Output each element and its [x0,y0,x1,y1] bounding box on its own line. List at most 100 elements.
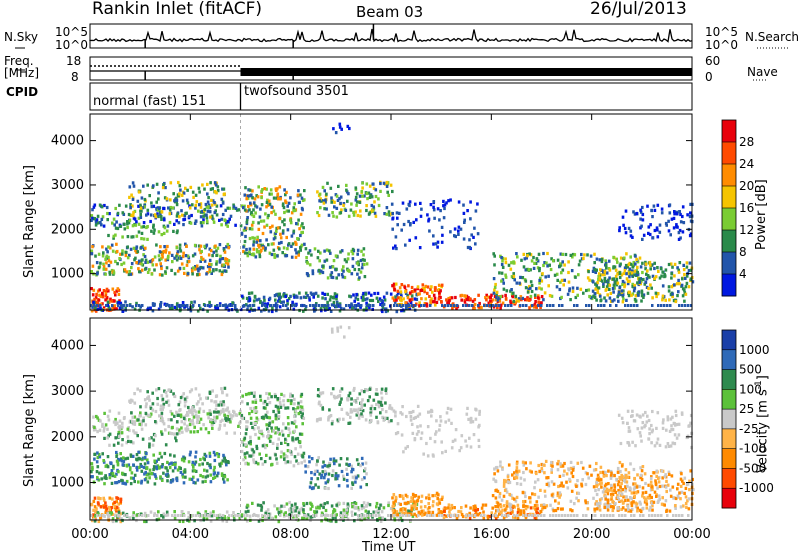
power-cell [246,221,249,224]
velocity-cell [278,411,281,414]
power-cell [249,202,252,205]
velocity-cell [296,406,299,409]
power-cell [207,205,210,208]
power-ground-cell [447,304,450,307]
velocity-cell [346,484,349,487]
power-ground-cell [135,304,138,307]
power-cell [187,272,190,275]
power-cell [273,237,276,240]
velocity-cell [449,507,452,510]
power-cell [115,220,118,223]
power-ground-cell [492,304,495,307]
power-cell [406,207,409,210]
power-cell [650,287,653,290]
power-cell [248,292,251,295]
velocity-cell [119,420,122,423]
power-ground-cell [168,304,171,307]
power-cell [271,225,274,228]
velocity-cell [176,432,179,435]
velocity-cell [334,477,337,480]
power-cell [264,308,267,311]
power-cell [103,289,106,292]
velocity-cell [536,500,539,503]
velocity-cell [310,508,313,511]
velocity-cell [287,406,290,409]
velocity-cell [119,452,122,455]
power-cell [588,295,591,298]
velocity-cell [680,505,683,508]
velocity-cell [293,464,296,467]
velocity-cell [220,387,223,390]
power-cell [294,248,297,251]
velocity-cell [620,482,623,485]
power-cell [244,186,247,189]
velocity-cell [578,492,581,495]
velocity-cell [154,420,157,423]
power-cell [202,266,205,269]
velocity-cell [342,418,345,421]
velocity-cell [177,414,180,417]
power-ground-cell [423,304,426,307]
power-cell [379,190,382,193]
power-cell [357,249,360,252]
power-cell [683,273,686,276]
velocity-cell [195,410,198,413]
power-cell [582,257,585,260]
power-cell [477,232,480,235]
power-cell [414,203,417,206]
velocity-cell [118,435,121,438]
velocity-cell [359,464,362,467]
power-cell [347,257,350,260]
velocity-cell [213,416,216,419]
velocity-cell [176,427,179,430]
power-cell [561,260,564,263]
velocity-cell [621,464,624,467]
velocity-cell [235,414,238,417]
power-cell [439,289,442,292]
velocity-cell [191,478,194,481]
velocity-cell [365,483,368,486]
velocity-cell [520,509,523,512]
power-cell [386,213,389,216]
velocity-cell [206,475,209,478]
velocity-cell [503,495,506,498]
power-cell [273,197,276,200]
velocity-cell [117,463,120,466]
power-cell [133,185,136,188]
velocity-cell [145,412,148,415]
velocity-cell [184,404,187,407]
velocity-cell [211,389,214,392]
velocity-cell [98,497,101,500]
velocity-cell [405,494,408,497]
velocity-cell [103,412,106,415]
velocity-cell [330,414,333,417]
power-cell [513,262,516,265]
velocity-cell [560,508,563,511]
power-cell [291,256,294,259]
power-cell [608,276,611,279]
power-cell [432,243,435,246]
power-cell [378,204,381,207]
power-cell [395,235,398,238]
power-cell [337,273,340,276]
power-cell [669,203,672,206]
velocity-cell [183,422,186,425]
velocity-cell [321,465,324,468]
velocity-cell [266,403,269,406]
power-cell [195,220,198,223]
velocity-cell [222,454,225,457]
power-cell [96,261,99,264]
power-cell [569,298,572,301]
velocity-cell [361,457,364,460]
power-cell [628,291,631,294]
power-cell [260,196,263,199]
velocity-cell [627,476,630,479]
velocity-cell [587,507,590,510]
velocity-cell [246,402,249,405]
power-cell [625,231,628,234]
power-cell [368,213,371,216]
power-cell [122,211,125,214]
velocity-cell [681,491,684,494]
velocity-cell [640,510,643,513]
velocity-cell [248,392,251,395]
